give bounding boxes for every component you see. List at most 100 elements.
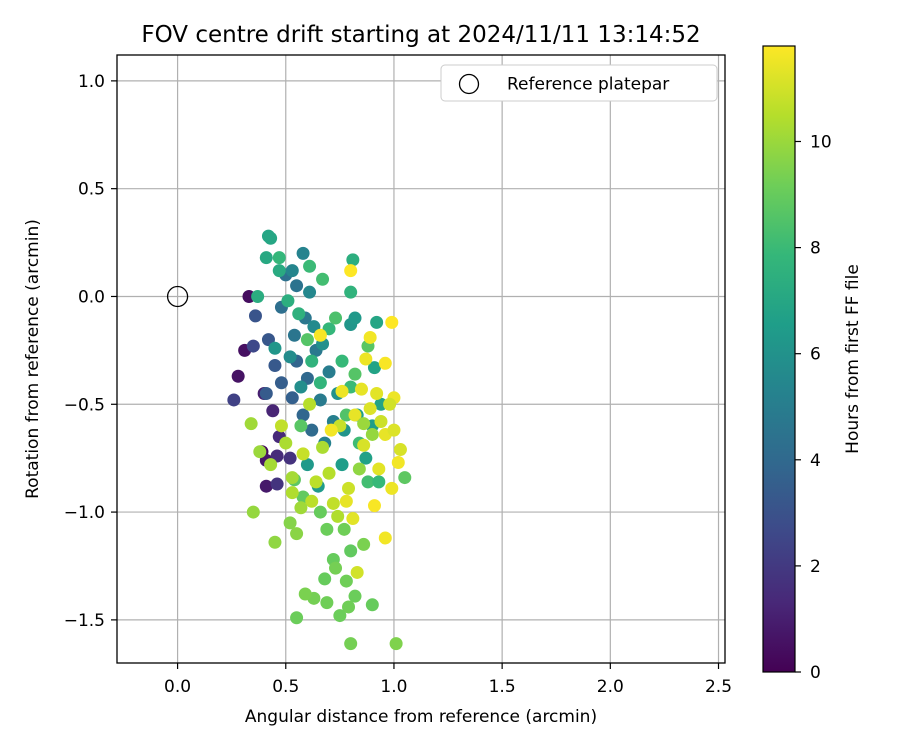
data-point [344,544,358,558]
data-point [292,307,306,321]
data-point [359,352,373,366]
data-point [342,481,356,495]
data-point [365,427,379,441]
data-point [283,350,297,364]
x-axis-label: Angular distance from reference (arcmin) [245,707,597,727]
data-point [259,386,273,400]
data-point [294,419,308,433]
data-point [389,637,403,651]
data-point [283,516,297,530]
y-tick-label: −1.5 [64,611,105,631]
data-point [344,285,358,299]
data-point [259,479,273,493]
data-point [279,436,293,450]
data-point [253,445,267,459]
data-point [272,264,286,278]
data-point [251,289,265,303]
data-point [259,251,273,265]
data-point [290,611,304,625]
data-point [268,535,282,549]
data-point [346,512,360,526]
data-point [367,499,381,513]
data-point [290,527,304,541]
data-point [246,339,260,353]
x-tick-label: 0.5 [272,677,299,697]
legend-reference-marker [458,73,480,95]
y-tick-label: 0.0 [78,287,105,307]
data-point [348,311,362,325]
data-point [385,481,399,495]
data-point [313,505,327,519]
data-point [322,466,336,480]
data-point [296,408,310,422]
legend: Reference platepar [440,64,718,102]
y-axis-ticks: 1.0 0.5 0.0 −0.5 −1.0 −1.5 [64,72,117,631]
data-point [316,440,330,454]
data-point [294,501,308,515]
data-point [331,509,345,523]
x-tick-label: 1.0 [380,677,407,697]
data-point [398,471,412,485]
data-point [318,572,332,586]
data-point [313,376,327,390]
grid [117,55,725,663]
data-point [305,423,319,437]
data-point [357,417,371,431]
data-point [246,505,260,519]
data-point [309,475,323,489]
data-point [303,285,317,299]
data-point [287,328,301,342]
data-point [303,259,317,273]
data-point [372,475,386,489]
data-point [374,415,388,429]
data-point [370,386,384,400]
colorbar-tick-label: 6 [810,345,821,365]
data-point [350,565,364,579]
colorbar-ticks: 0 2 4 6 8 10 [795,132,832,683]
data-point [385,315,399,329]
scatter-points [166,229,412,651]
data-point [298,587,312,601]
data-point [387,423,401,437]
data-point [335,458,349,472]
data-point [285,486,299,500]
data-point [285,264,299,278]
data-point [363,402,377,416]
data-point [283,451,297,465]
y-tick-label: 1.0 [78,72,105,92]
data-point [313,393,327,407]
data-point [316,272,330,286]
x-tick-label: 2.5 [705,677,732,697]
data-point [333,609,347,623]
data-point [320,596,334,610]
colorbar-tick-label: 10 [810,132,832,152]
data-point [290,279,304,293]
data-point [344,264,358,278]
data-point [305,354,319,368]
data-point [335,384,349,398]
legend-label: Reference platepar [507,75,669,95]
colorbar-tick-label: 2 [810,557,821,577]
colorbar: 0 2 4 6 8 10 Hours from first FF file [762,45,863,683]
data-point [363,330,377,344]
data-point [357,537,371,551]
data-point [378,531,392,545]
data-point [268,358,282,372]
data-point [281,294,295,308]
y-tick-label: 0.5 [78,180,105,200]
data-point [300,333,314,347]
data-point [264,231,278,245]
y-tick-label: −1.0 [64,503,105,523]
data-point [357,438,371,452]
data-point [305,494,319,508]
data-point [337,522,351,536]
data-point [346,253,360,267]
data-point [342,600,356,614]
colorbar-tick-label: 8 [810,239,821,259]
data-point [322,365,336,379]
data-point [272,251,286,265]
data-point [313,328,327,342]
data-point [378,356,392,370]
data-point [285,471,299,485]
